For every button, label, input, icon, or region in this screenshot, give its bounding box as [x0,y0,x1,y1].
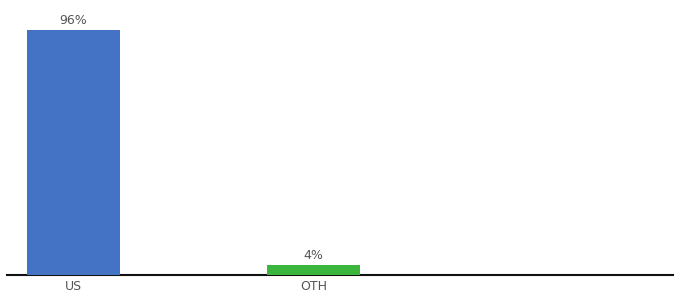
Bar [27,30,120,275]
Text: 96%: 96% [60,14,88,27]
Bar [267,265,360,275]
Text: 4%: 4% [303,249,323,262]
